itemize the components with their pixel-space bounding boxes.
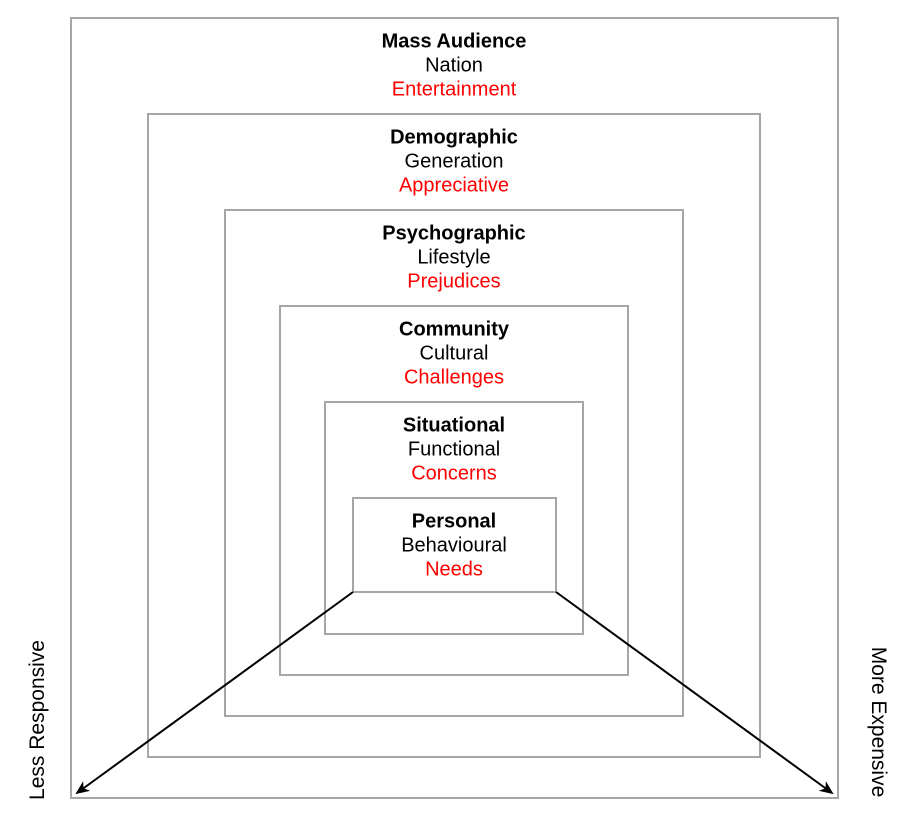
level-title: Personal [412, 510, 496, 532]
level-subtitle: Lifestyle [417, 246, 490, 268]
level-footer: Needs [425, 558, 483, 580]
diagram-svg: Mass AudienceNationEntertainment Demograp… [0, 0, 908, 830]
left-arrow [77, 592, 353, 793]
right-arrow [556, 592, 832, 793]
level-subtitle: Generation [405, 150, 504, 172]
level-title: Situational [403, 414, 505, 436]
level-footer: Prejudices [407, 270, 500, 292]
diagram-stage: Mass AudienceNationEntertainment Demograp… [0, 0, 908, 830]
axis-label-left: Less Responsive [26, 640, 49, 800]
level-title: Psychographic [382, 222, 525, 244]
level-subtitle: Behavioural [401, 534, 507, 556]
level-title: Community [399, 318, 510, 340]
level-title: Demographic [390, 126, 518, 148]
level-footer: Entertainment [392, 78, 517, 100]
level-footer: Challenges [404, 366, 504, 388]
arrows-group [77, 592, 832, 793]
level-footer: Appreciative [399, 174, 509, 196]
level-subtitle: Nation [425, 54, 483, 76]
level-title: Mass Audience [382, 30, 527, 52]
axis-label-right: More Expensive [867, 647, 890, 798]
level-footer: Concerns [411, 462, 497, 484]
level-subtitle: Functional [408, 438, 500, 460]
level-subtitle: Cultural [420, 342, 489, 364]
